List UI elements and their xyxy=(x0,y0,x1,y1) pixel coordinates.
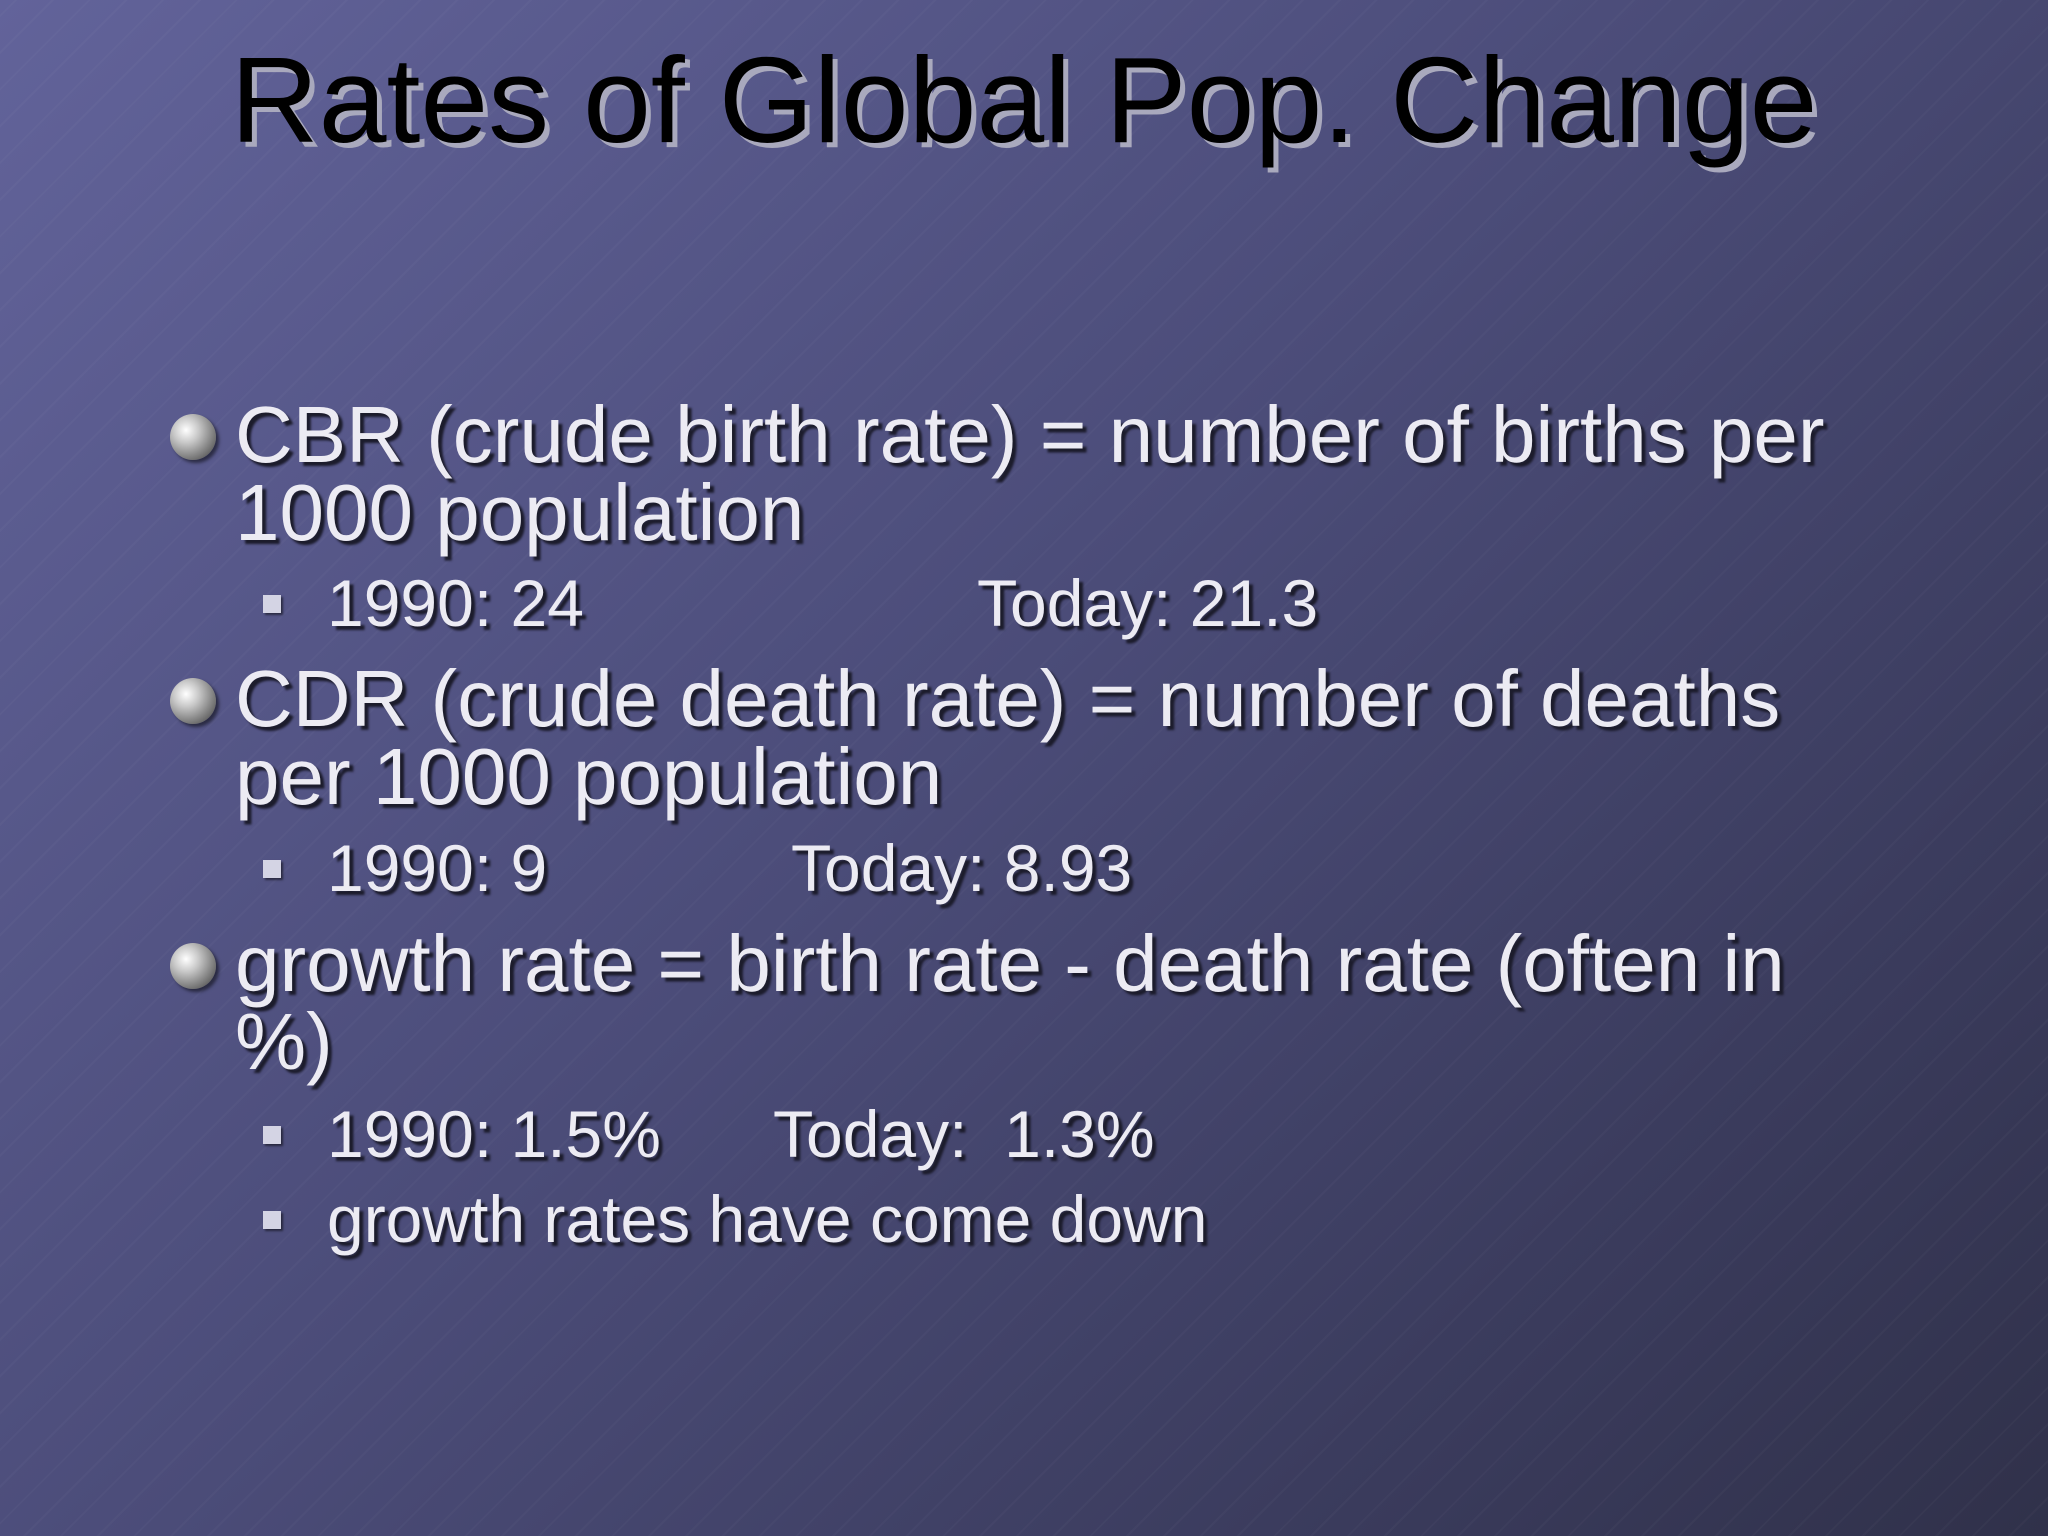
sub-item-text: growth rates have come down xyxy=(327,1182,1208,1256)
sub-item-text: Today: 8.93 xyxy=(791,831,1133,905)
bullet-text: CDR (crude death rate) = number of death… xyxy=(235,654,1781,821)
bullet-icon xyxy=(170,943,216,989)
sub-bullet-icon xyxy=(263,1211,281,1229)
sub-item-text: Today: 21.3 xyxy=(977,566,1319,640)
sub-bullet-icon xyxy=(263,1126,281,1144)
sub-item-text: 1990: 1.5% xyxy=(327,1097,661,1171)
bullet-text: growth rate = birth rate - death rate (o… xyxy=(235,919,1785,1086)
sub-bullet-icon xyxy=(263,860,281,878)
sub-item-text: 1990: 9 xyxy=(327,831,548,905)
bullet-icon xyxy=(170,414,216,460)
bullet-icon xyxy=(170,678,216,724)
slide-title: Rates of Global Pop. Change xyxy=(230,32,1818,168)
bullet-text: CBR (crude birth rate) = number of birth… xyxy=(235,390,1825,557)
sub-item-text: 1990: 24 xyxy=(327,566,584,640)
sub-item-text: Today: 1.3% xyxy=(773,1097,1155,1171)
sub-bullet-icon xyxy=(263,595,281,613)
